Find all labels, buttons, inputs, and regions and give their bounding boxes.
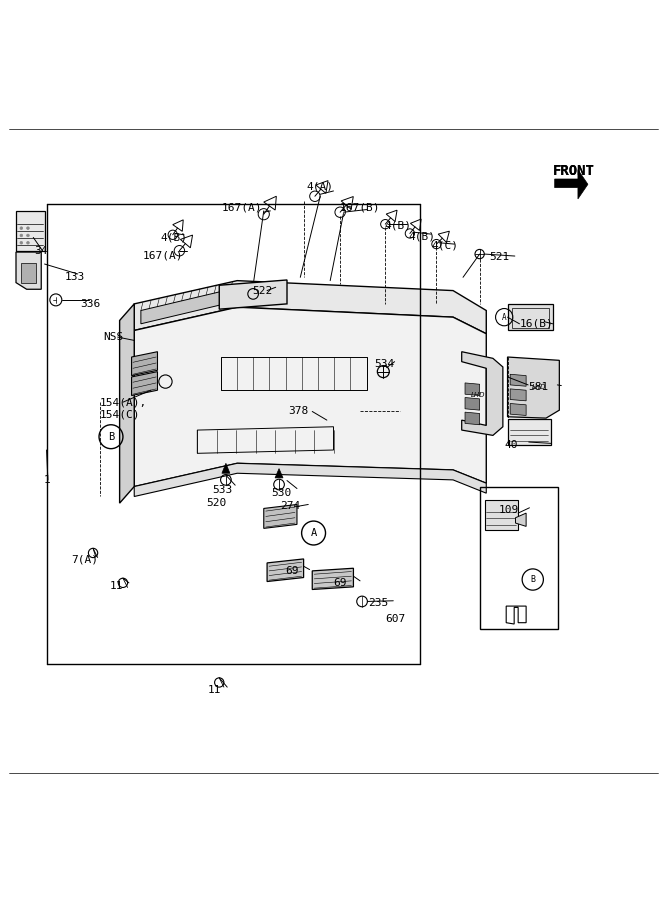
Polygon shape xyxy=(465,382,480,395)
Circle shape xyxy=(20,227,23,230)
Polygon shape xyxy=(131,372,157,395)
Bar xyxy=(21,263,36,283)
Text: 69: 69 xyxy=(285,566,299,576)
Text: 1: 1 xyxy=(43,475,50,485)
Text: 530: 530 xyxy=(271,488,292,499)
Polygon shape xyxy=(119,304,134,503)
Text: 521: 521 xyxy=(490,252,510,263)
Text: 40: 40 xyxy=(505,440,518,450)
Text: 154(A),: 154(A), xyxy=(99,397,147,407)
Polygon shape xyxy=(508,357,560,418)
Text: 16(B): 16(B) xyxy=(520,319,553,328)
Polygon shape xyxy=(555,170,588,199)
Polygon shape xyxy=(510,374,526,386)
Text: 167(A): 167(A) xyxy=(143,250,183,260)
Bar xyxy=(480,487,558,629)
Polygon shape xyxy=(510,389,526,400)
Polygon shape xyxy=(510,403,526,416)
Polygon shape xyxy=(465,398,480,410)
Circle shape xyxy=(27,227,29,230)
Text: 533: 533 xyxy=(213,485,233,495)
Text: A: A xyxy=(310,528,317,538)
Bar xyxy=(508,419,551,445)
Text: 7(A): 7(A) xyxy=(71,554,98,564)
Text: FRONT: FRONT xyxy=(553,164,594,178)
Polygon shape xyxy=(275,469,283,478)
Text: 522: 522 xyxy=(253,285,273,295)
Text: 11: 11 xyxy=(207,686,221,696)
Polygon shape xyxy=(134,464,486,497)
Circle shape xyxy=(27,241,29,244)
Text: 154(C): 154(C) xyxy=(99,410,140,419)
Polygon shape xyxy=(267,559,303,581)
Polygon shape xyxy=(222,464,230,473)
Polygon shape xyxy=(263,505,297,528)
Text: 274: 274 xyxy=(280,501,301,511)
Text: 336: 336 xyxy=(80,299,100,309)
Text: LHD: LHD xyxy=(470,392,485,398)
Polygon shape xyxy=(462,352,503,436)
Text: 581: 581 xyxy=(528,382,548,392)
Text: 607: 607 xyxy=(386,615,406,625)
Text: 34: 34 xyxy=(35,246,48,256)
Text: FRONT: FRONT xyxy=(553,164,594,178)
Circle shape xyxy=(20,241,23,244)
Text: 4(B): 4(B) xyxy=(385,220,412,230)
Text: 235: 235 xyxy=(368,598,388,608)
Polygon shape xyxy=(131,352,157,375)
Bar xyxy=(485,500,518,530)
Text: 69: 69 xyxy=(334,578,347,588)
Text: 167(A): 167(A) xyxy=(222,202,262,212)
Polygon shape xyxy=(134,281,486,334)
Polygon shape xyxy=(516,513,526,526)
Text: NSS: NSS xyxy=(103,332,123,342)
Text: 4(A): 4(A) xyxy=(307,182,334,192)
Polygon shape xyxy=(465,412,480,425)
Circle shape xyxy=(20,234,23,237)
Polygon shape xyxy=(16,252,41,289)
Text: B: B xyxy=(530,575,535,584)
Polygon shape xyxy=(312,568,354,590)
Bar xyxy=(508,304,553,330)
Text: 534: 534 xyxy=(375,359,395,369)
Text: 4(B): 4(B) xyxy=(161,232,188,242)
Polygon shape xyxy=(219,280,287,310)
Bar xyxy=(512,308,549,328)
Bar xyxy=(16,211,45,251)
Text: 109: 109 xyxy=(498,505,518,515)
Text: A: A xyxy=(502,312,506,321)
Text: LHD: LHD xyxy=(532,384,547,390)
Text: 520: 520 xyxy=(206,498,226,508)
Text: B: B xyxy=(108,432,114,442)
Text: 11: 11 xyxy=(109,581,123,591)
Text: 4(B): 4(B) xyxy=(409,231,436,241)
Polygon shape xyxy=(134,307,486,487)
Text: 133: 133 xyxy=(65,273,85,283)
Text: 167(B): 167(B) xyxy=(340,202,381,212)
Polygon shape xyxy=(141,289,231,324)
Circle shape xyxy=(27,234,29,237)
Text: 378: 378 xyxy=(288,407,309,417)
Text: 4(C): 4(C) xyxy=(432,240,459,250)
